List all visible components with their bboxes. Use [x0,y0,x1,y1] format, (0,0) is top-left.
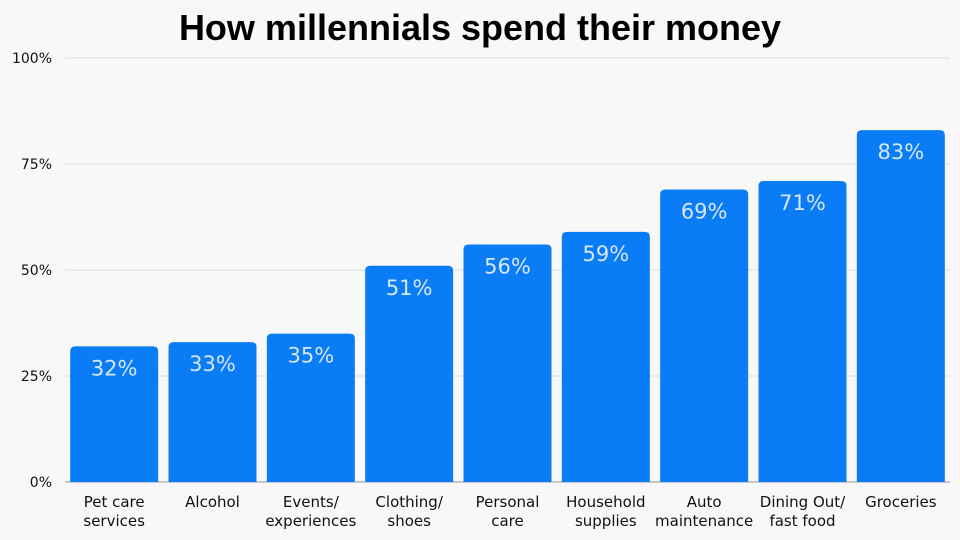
x-tick-label: Auto [687,493,722,511]
x-tick-label: maintenance [655,512,753,530]
bar [463,244,552,482]
data-label: 71% [779,191,826,215]
x-tick-label: supplies [575,512,637,530]
data-label: 83% [877,140,924,164]
data-label: 33% [189,352,236,376]
data-label: 35% [287,344,334,368]
bar [168,342,257,482]
x-tick-label: Clothing/ [375,493,443,511]
bar [365,265,454,482]
data-label: 32% [91,356,138,380]
data-label: 56% [484,255,531,279]
bar [758,180,847,482]
chart-title: How millennials spend their money [179,7,781,48]
x-tick-label: Personal [476,493,540,511]
bar [856,130,945,482]
x-tick-label: Alcohol [185,493,240,511]
x-tick-label: Groceries [865,493,937,511]
x-tick-label: shoes [387,512,431,530]
x-tick-label: Household [566,493,645,511]
bar [660,189,749,482]
y-tick-label: 100% [12,51,52,67]
y-tick-label: 25% [21,369,52,385]
x-tick-label: Pet care [84,493,145,511]
bar [266,333,355,482]
bar [70,346,159,482]
data-label: 69% [681,199,728,223]
y-tick-label: 50% [21,263,52,279]
x-tick-label: fast food [769,512,835,530]
x-tick-label: Dining Out/ [760,493,846,511]
bar [561,231,650,482]
data-label: 59% [582,242,629,266]
x-tick-label: experiences [265,512,356,530]
x-tick-label: care [491,512,524,530]
data-label: 51% [386,276,433,300]
y-tick-label: 0% [30,475,52,491]
x-tick-label: Events/ [283,493,340,511]
x-tick-label: services [83,512,145,530]
y-tick-label: 75% [21,157,52,173]
